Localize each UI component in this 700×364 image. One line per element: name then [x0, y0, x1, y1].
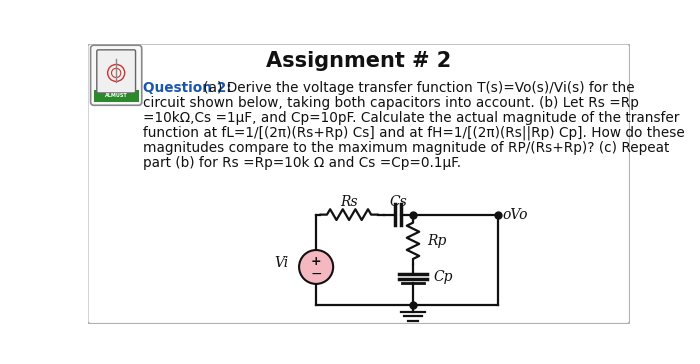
Text: Vi: Vi: [274, 256, 289, 270]
Text: =10kΩ,Cs =1μF, and Cp=10pF. Calculate the actual magnitude of the transfer: =10kΩ,Cs =1μF, and Cp=10pF. Calculate th…: [144, 111, 680, 125]
Text: −: −: [310, 267, 322, 281]
Bar: [94, 90, 139, 102]
Text: Cs: Cs: [389, 195, 407, 209]
Circle shape: [299, 250, 333, 284]
Text: (a) Derive the voltage transfer function T(s)=Vo(s)/Vi(s) for the: (a) Derive the voltage transfer function…: [199, 81, 635, 95]
Text: Cp: Cp: [433, 270, 453, 284]
Text: part (b) for Rs =Rp=10k Ω and Cs =Cp=0.1μF.: part (b) for Rs =Rp=10k Ω and Cs =Cp=0.1…: [144, 156, 461, 170]
FancyBboxPatch shape: [97, 50, 136, 93]
Text: Question 2:: Question 2:: [144, 81, 232, 95]
Text: +: +: [311, 255, 321, 268]
Text: oVo: oVo: [503, 207, 528, 222]
Text: Rs: Rs: [340, 195, 358, 209]
FancyBboxPatch shape: [88, 44, 630, 324]
Text: ALMUST: ALMUST: [105, 93, 127, 98]
Text: Assignment # 2: Assignment # 2: [266, 51, 452, 71]
Text: function at fL=1/[(2π)(Rs+Rp) Cs] and at fH=1/[(2π)(Rs||Rp) Cp]. How do these: function at fL=1/[(2π)(Rs+Rp) Cs] and at…: [144, 126, 685, 140]
Text: circuit shown below, taking both capacitors into account. (b) Let Rs =Rp: circuit shown below, taking both capacit…: [144, 96, 639, 110]
FancyBboxPatch shape: [90, 45, 141, 105]
Text: magnitudes compare to the maximum magnitude of RP/(Rs+Rp)? (c) Repeat: magnitudes compare to the maximum magnit…: [144, 141, 670, 155]
Text: Rp: Rp: [427, 234, 447, 248]
